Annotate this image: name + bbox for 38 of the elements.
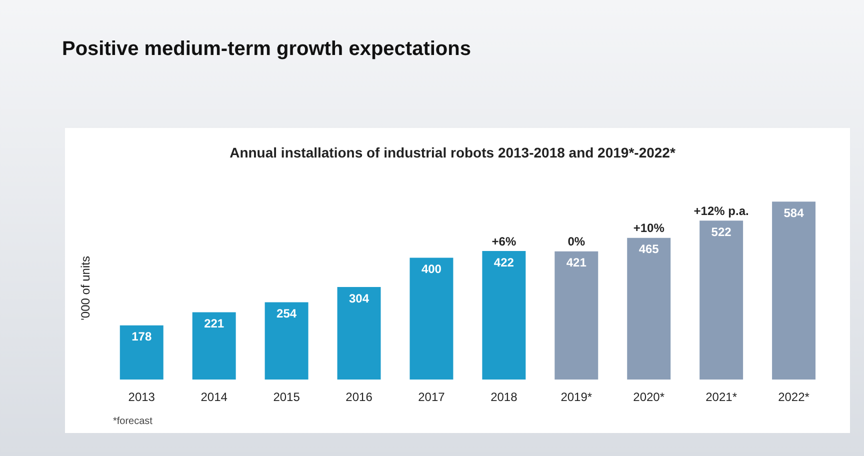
data-label: 465: [638, 242, 660, 256]
x-tick-label: 2021*: [706, 390, 738, 404]
annotation: +10%: [633, 221, 665, 236]
annotation: +12% p.a.: [694, 204, 749, 218]
chart-title: Positive medium-term growth expectations: [62, 38, 471, 61]
x-tick-label: 2013: [128, 390, 156, 404]
bar: [192, 312, 236, 380]
data-label: 421: [566, 256, 587, 270]
data-label: 422: [494, 255, 514, 270]
x-tick-label: 2018: [490, 390, 518, 404]
bar: [337, 286, 381, 380]
data-label: 178: [132, 330, 152, 344]
x-tick-label: 2020*: [633, 390, 665, 404]
text: *forecast: [113, 416, 152, 427]
bar: [264, 302, 308, 380]
annotation: 0%: [568, 234, 586, 249]
bar: [700, 220, 744, 380]
bar: [482, 251, 526, 380]
bar: [554, 251, 598, 380]
x-tick-label: 2022*: [778, 390, 810, 404]
x-tick-label: 2016: [346, 390, 373, 404]
data-label: 522: [711, 224, 732, 239]
data-label: 584: [784, 206, 804, 220]
x-tick-label: 2015: [273, 390, 300, 404]
data-label: 400: [421, 262, 442, 276]
bar: [410, 258, 454, 380]
chart-subtitle: Annual installations of industrial robots 2013-2018 and 2019*-2022*: [230, 144, 676, 160]
bar: [627, 238, 671, 380]
x-tick-label: 2017: [418, 390, 446, 404]
data-label: 221: [204, 316, 224, 331]
bar: [120, 325, 164, 380]
x-tick-label: 2019*: [560, 390, 592, 404]
annotation: +6%: [492, 234, 516, 248]
data-label: 304: [348, 291, 370, 306]
y-axis-title: '000 of units: [78, 256, 93, 320]
x-tick-label: 2014: [200, 390, 228, 404]
data-label: 254: [276, 306, 297, 321]
bar: [772, 202, 816, 380]
